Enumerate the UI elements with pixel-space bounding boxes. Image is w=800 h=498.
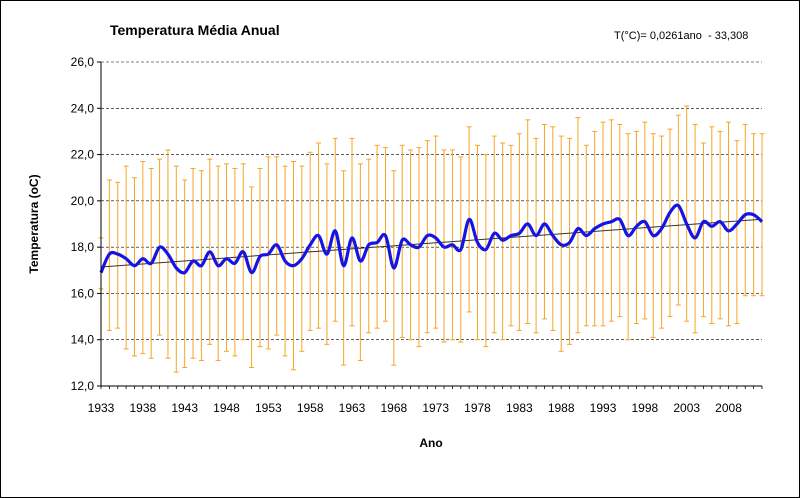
chart-title: Temperatura Média Anual — [110, 22, 280, 38]
y-tick-label: 26,0 — [71, 55, 95, 69]
x-tick-label: 2003 — [673, 401, 700, 415]
x-tick-label: 1938 — [129, 401, 156, 415]
x-tick-label: 1973 — [422, 401, 449, 415]
x-tick-label: 1933 — [88, 401, 115, 415]
trend-equation: T(°C)= 0,0261ano - 33,308 — [614, 30, 749, 42]
x-tick-label: 1958 — [297, 401, 324, 415]
x-tick-label: 2008 — [715, 401, 742, 415]
x-tick-label: 1948 — [213, 401, 240, 415]
x-tick-label: 1968 — [380, 401, 407, 415]
x-tick-label: 1983 — [506, 401, 533, 415]
x-tick-label: 1988 — [548, 401, 575, 415]
x-tick-label: 1963 — [339, 401, 366, 415]
range-bars — [98, 105, 765, 373]
x-tick-label: 1978 — [464, 401, 491, 415]
y-tick-label: 16,0 — [71, 286, 95, 300]
grid-lines — [101, 61, 762, 341]
y-tick-label: 14,0 — [71, 333, 95, 347]
x-axis-title: Ano — [419, 436, 442, 450]
y-tick-label: 18,0 — [71, 240, 95, 254]
trend-line-layer — [100, 218, 763, 268]
x-tick-label: 1943 — [171, 401, 198, 415]
y-tick-label: 22,0 — [71, 148, 95, 162]
axes — [97, 61, 763, 389]
x-tick-label: 1953 — [255, 401, 282, 415]
y-tick-label: 12,0 — [71, 379, 95, 393]
x-tick-label: 1998 — [632, 401, 659, 415]
y-tick-label: 20,0 — [71, 194, 95, 208]
x-tick-label: 1993 — [590, 401, 617, 415]
y-axis-title: Temperatura (oC) — [27, 174, 41, 273]
tick-labels: 12,0 14,0 16,0 18,0 20,0 22,0 24,0 26,0 1933 1938… — [71, 55, 743, 415]
y-tick-label: 24,0 — [71, 101, 95, 115]
mean-series-layer — [99, 203, 764, 275]
trend-line — [100, 218, 763, 268]
mean-temperature-line — [99, 203, 764, 275]
